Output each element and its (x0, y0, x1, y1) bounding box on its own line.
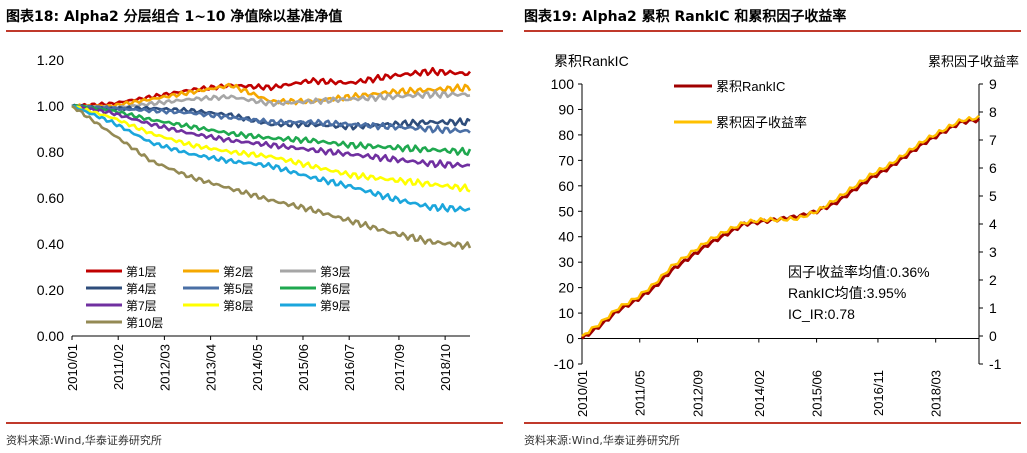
right-left-y-tick-label: 0 (566, 331, 574, 347)
left-x-tick-label: 2017/09 (392, 344, 407, 391)
left-panel: 图表18: Alpha2 分层组合 1~10 净值除以基准净值 0.00 0.20… (6, 0, 509, 453)
right-panel: 图表19: Alpha2 累积 RankIC 和累积因子收益率 累积RankIC… (524, 0, 1027, 453)
right-x-tick-label: 2010/01 (575, 370, 590, 417)
left-series-line-3 (71, 89, 471, 111)
right-right-y-tick-label: 2 (989, 272, 997, 288)
left-y-tick-label: 1.00 (37, 98, 64, 114)
right-x-tick-label: 2014/02 (752, 370, 767, 417)
left-legend-label-1: 第1层 (126, 265, 157, 279)
right-right-y-tick-label: 3 (989, 244, 997, 260)
right-left-y-tick-label: 30 (558, 254, 574, 270)
left-series-line-6 (71, 104, 472, 156)
left-series-line-8 (71, 105, 471, 193)
right-top-rule (524, 30, 1021, 32)
right-x-tick-label: 2012/09 (690, 370, 705, 417)
left-legend-label-9: 第9层 (320, 299, 351, 313)
right-series-line-1 (580, 117, 981, 340)
right-right-y-tick-label: 9 (989, 76, 997, 92)
left-x-tick-label: 2012/03 (157, 344, 172, 391)
left-series-line-10 (71, 104, 472, 250)
right-right-y-tick-label: 8 (989, 104, 997, 120)
left-series-line-5 (71, 104, 471, 134)
right-right-y-tick-label: 5 (989, 188, 997, 204)
left-y-tick-label: 1.20 (37, 52, 64, 68)
right-right-y-tick-label: -1 (989, 356, 1002, 372)
left-source: 资料来源:Wind,华泰证券研究所 (6, 434, 162, 447)
right-series-line-2 (581, 114, 980, 337)
left-legend-label-10: 第10层 (126, 316, 163, 330)
right-legend-label-1: 累积RankIC (716, 79, 785, 94)
left-y-tick-label: 0.20 (37, 282, 64, 298)
left-x-tick-label: 2018/10 (438, 344, 453, 391)
right-figure-title: 图表19: Alpha2 累积 RankIC 和累积因子收益率 (524, 9, 847, 25)
left-legend-label-4: 第4层 (126, 282, 157, 296)
left-y-tick-label: 0.60 (37, 190, 64, 206)
right-legend-label-2: 累积因子收益率 (716, 115, 807, 130)
right-left-axis-title: 累积RankIC (554, 53, 629, 69)
left-bottom-rule (6, 422, 503, 424)
right-left-y-tick-label: 70 (558, 152, 574, 168)
right-left-y-tick-label: -10 (554, 356, 574, 372)
left-y-tick-label: 0.80 (37, 144, 64, 160)
right-x-tick-label: 2011/05 (633, 370, 648, 416)
left-legend-label-2: 第2层 (223, 265, 254, 279)
right-left-y-tick-label: 90 (558, 101, 574, 117)
right-annotation-3: IC_IR:0.78 (788, 306, 855, 322)
left-y-tick-label: 0.40 (37, 236, 64, 252)
right-left-y-tick-label: 80 (558, 127, 574, 143)
left-series-line-1 (71, 66, 471, 108)
left-legend-label-8: 第8层 (223, 299, 254, 313)
left-x-tick-label: 2014/05 (250, 344, 265, 391)
left-legend-label-7: 第7层 (126, 299, 157, 313)
right-left-y-tick-label: 40 (558, 229, 574, 245)
left-x-tick-label: 2011/02 (111, 344, 126, 390)
left-top-rule (6, 30, 503, 32)
left-legend-label-3: 第3层 (320, 265, 351, 279)
right-right-y-tick-label: 1 (989, 300, 997, 316)
right-x-tick-label: 2015/06 (810, 370, 825, 417)
right-x-tick-label: 2018/03 (929, 370, 944, 417)
left-y-tick-label: 0.00 (37, 328, 64, 344)
right-right-axis-title: 累积因子收益率 (928, 54, 1019, 69)
right-right-y-tick-label: 7 (989, 132, 997, 148)
right-right-y-tick-label: 0 (989, 328, 997, 344)
right-annotation-1: 因子收益率均值:0.36% (788, 264, 930, 280)
left-series-line-9 (71, 104, 471, 213)
left-x-tick-label: 2016/07 (342, 344, 357, 391)
right-chart: 累积RankIC 累积因子收益率-100102030405060708090100… (551, 53, 1019, 417)
left-series-line-4 (71, 103, 471, 131)
left-x-tick-label: 2015/06 (296, 344, 311, 391)
left-x-tick-label: 2013/04 (204, 344, 219, 391)
left-x-tick-label: 2010/01 (65, 344, 80, 391)
left-chart: 0.00 0.20 0.40 0.60 0.80 1.00 1.20 2010/01 2011… (37, 52, 472, 391)
right-left-y-tick-label: 20 (558, 280, 574, 296)
left-series-line-7 (71, 104, 471, 169)
left-figure-title: 图表18: Alpha2 分层组合 1~10 净值除以基准净值 (6, 9, 343, 25)
right-x-tick-label: 2016/11 (871, 370, 886, 416)
right-right-y-tick-label: 6 (989, 160, 997, 176)
right-left-y-tick-label: 10 (558, 305, 574, 321)
left-legend-label-6: 第6层 (320, 282, 351, 296)
right-right-y-tick-label: 4 (989, 216, 997, 232)
right-left-y-tick-label: 60 (558, 178, 574, 194)
right-left-y-tick-label: 100 (551, 76, 575, 92)
right-bottom-rule (524, 422, 1021, 424)
right-source: 资料来源:Wind,华泰证券研究所 (524, 434, 680, 447)
left-legend-label-5: 第5层 (223, 282, 254, 296)
right-left-y-tick-label: 50 (558, 203, 574, 219)
right-annotation-2: RankIC均值:3.95% (788, 285, 906, 301)
